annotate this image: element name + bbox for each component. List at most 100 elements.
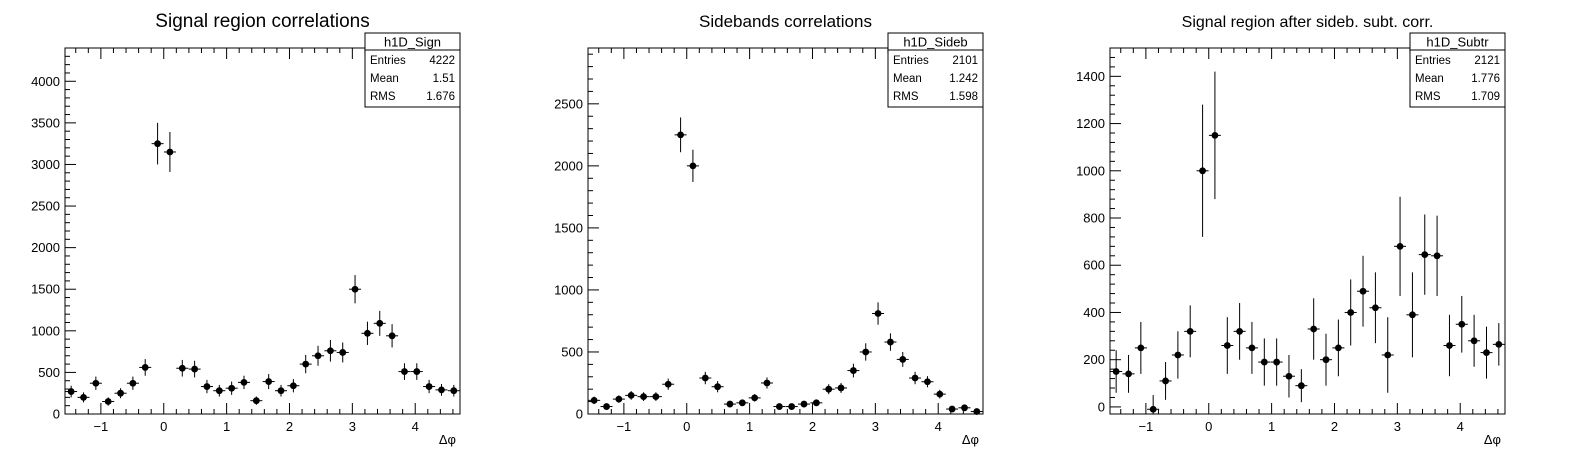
data-point [590,396,598,404]
y-tick-label: 500 [561,344,583,359]
data-point [388,332,396,340]
y-tick-label: 1000 [554,282,583,297]
x-tick-label: 2 [1331,419,1338,434]
data-point [640,393,647,401]
plot-frame [1109,47,1506,415]
data-point [788,403,796,410]
data-point [178,364,186,372]
x-tick-label: 3 [349,419,356,434]
data-point [351,285,359,293]
stats-value: 1.51 [433,73,455,85]
data-point [92,379,100,387]
x-tick-label: 0 [1205,419,1212,434]
x-tick-label: 0 [160,419,167,434]
data-point [240,378,248,386]
data-point [339,349,347,356]
data-point [1433,252,1441,260]
x-tick-label: 4 [1457,419,1464,434]
data-point [1137,344,1145,352]
chart-title: Signal region correlations [155,11,369,32]
data-point [936,390,944,398]
stats-value: 1.676 [426,91,455,103]
data-point [726,400,734,408]
data-point [738,399,746,407]
x-tick-label: 0 [683,419,690,434]
data-point [1458,320,1466,328]
y-tick-label: 2000 [554,158,583,173]
data-point [1236,327,1244,335]
data-point [1297,382,1305,390]
data-point [850,367,857,374]
data-point [1359,287,1367,295]
data-point [615,395,623,403]
stats-value: 1.242 [949,73,978,85]
data-point [141,364,149,371]
plot-frame [587,47,984,415]
data-point [1372,304,1379,312]
stats-name: h1D_Subtr [1426,35,1489,50]
stats-box [364,32,461,108]
y-tick-label: 600 [1083,258,1105,273]
data-point [911,374,919,382]
data-point [973,408,981,415]
data-point [800,400,808,408]
y-tick-label: 200 [1083,352,1105,367]
data-point [763,379,771,387]
data-point [166,148,174,156]
stats-label: Mean [1415,73,1444,85]
chart-panel-subtracted: Signal region after sideb. subt. corr. −1… [1076,14,1506,447]
x-tick-label: 2 [286,419,293,434]
data-point [327,347,334,355]
x-tick-label: 1 [746,419,753,434]
data-point [129,379,137,387]
data-point [376,319,384,327]
data-point [664,380,672,388]
data-point [289,382,297,390]
stats-label: Entries [370,55,406,67]
data-point [1421,251,1429,259]
data-point [203,383,211,390]
data-point [117,389,124,397]
data-point [603,403,610,410]
data-point [265,378,273,385]
stats-value: 2101 [952,55,978,67]
data-point [1483,349,1490,357]
stats-value: 1.709 [1471,91,1500,103]
y-tick-label: 1000 [1076,163,1105,178]
data-point [948,405,956,413]
stats-label: RMS [893,91,919,103]
x-tick-label: −1 [93,419,108,434]
data-point [191,365,199,373]
data-point [751,394,759,402]
data-point [961,404,968,412]
data-point [1162,377,1169,385]
y-tick-label: 2500 [554,96,583,111]
data-point [714,383,722,391]
stats-label: Mean [893,73,922,85]
y-tick-label: 3000 [31,157,60,172]
y-tick-label: 2000 [31,240,60,255]
stats-name: h1D_Sideb [903,35,967,50]
data-point [104,398,112,405]
data-point [837,384,845,392]
data-point [425,383,433,390]
data-point [1446,342,1453,349]
stats-value: 1.776 [1471,73,1500,85]
y-tick-label: 2500 [31,199,60,214]
x-tick-label: 3 [872,419,879,434]
stats-box [1409,32,1506,108]
stats-label: Entries [893,55,929,67]
y-tick-label: 4000 [31,74,60,89]
y-tick-label: 400 [1083,305,1105,320]
x-axis-label: Δφ [962,432,979,447]
data-point [887,338,894,346]
data-point [1223,342,1231,349]
y-tick-label: 500 [38,365,60,380]
data-point [825,385,833,393]
data-point [364,329,371,337]
data-point [1495,340,1503,348]
data-point [277,387,285,395]
data-point [401,368,408,375]
data-point [812,399,820,407]
y-tick-label: 1200 [1076,116,1105,131]
